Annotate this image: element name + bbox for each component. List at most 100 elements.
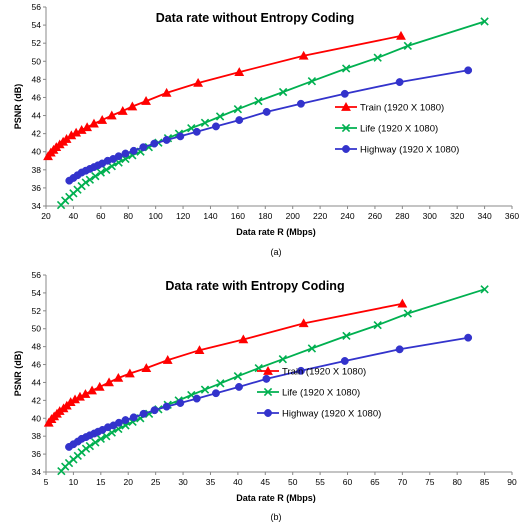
- data-point-x: [278, 355, 288, 364]
- x-tick-label: 80: [124, 211, 134, 221]
- x-tick-label: 75: [425, 477, 435, 487]
- data-point-circle: [129, 146, 138, 155]
- x-tick-label: 5: [44, 477, 49, 487]
- x-tick-label: 160: [231, 211, 245, 221]
- data-point-circle: [395, 345, 404, 354]
- x-tick-label: 85: [480, 477, 490, 487]
- x-tick-label: 100: [149, 211, 163, 221]
- data-point-x-stroke: [91, 171, 100, 181]
- data-point-triangle: [298, 318, 309, 328]
- data-point-triangle: [127, 101, 138, 111]
- data-point-x: [91, 438, 100, 447]
- series-triangle: [43, 298, 408, 427]
- y-tick-label: 42: [32, 129, 42, 139]
- data-point-triangle: [141, 96, 151, 105]
- data-point-x: [307, 344, 317, 353]
- data-point-circle: [162, 402, 171, 411]
- data-point-x-stroke: [254, 96, 263, 106]
- data-point-triangle: [193, 77, 204, 87]
- x-tick-label: 50: [288, 477, 298, 487]
- y-tick-label: 40: [32, 413, 42, 423]
- data-point-x-stroke: [307, 77, 317, 86]
- data-point-x: [200, 118, 210, 127]
- y-tick-label: 46: [32, 92, 42, 102]
- data-point-circle: [340, 89, 349, 98]
- x-tick-label: 70: [398, 477, 408, 487]
- data-point-circle: [464, 66, 473, 75]
- x-axis-title: Data rate R (Mbps): [236, 227, 316, 237]
- data-point-circle: [262, 107, 271, 116]
- panel-label: (a): [271, 247, 282, 257]
- data-point-circle: [212, 389, 220, 398]
- chart-title: Data rate without Entropy Coding: [156, 11, 355, 25]
- data-point-x-stroke: [91, 438, 100, 447]
- data-point-x-stroke: [215, 112, 225, 121]
- x-tick-label: 40: [69, 211, 79, 221]
- data-point-x: [215, 112, 225, 121]
- data-point-x-stroke: [480, 285, 489, 294]
- x-tick-label: 25: [151, 477, 161, 487]
- data-point-x-stroke: [85, 175, 95, 184]
- data-point-x-stroke: [263, 387, 273, 397]
- x-tick-label: 140: [203, 211, 217, 221]
- data-point-triangle: [238, 334, 249, 344]
- data-point-x-stroke: [107, 162, 116, 171]
- x-tick-label: 220: [313, 211, 327, 221]
- data-point-x-stroke: [200, 385, 210, 394]
- x-tick-label: 20: [41, 211, 51, 221]
- x-tick-label: 60: [96, 211, 106, 221]
- data-point-x: [278, 87, 288, 97]
- data-point-triangle: [162, 355, 173, 364]
- data-point-circle: [150, 406, 159, 415]
- data-point-x: [403, 41, 413, 51]
- legend-label: Highway (1920 X 1080): [360, 145, 459, 156]
- data-point-x-stroke: [200, 118, 210, 127]
- series-circle: [65, 66, 473, 185]
- x-tick-label: 120: [176, 211, 190, 221]
- data-point-x: [254, 96, 263, 106]
- data-point-triangle: [104, 377, 114, 387]
- x-tick-label: 240: [340, 211, 354, 221]
- x-tick-label: 90: [507, 477, 517, 487]
- x-tick-label: 35: [206, 477, 216, 487]
- data-point-x-stroke: [187, 390, 196, 400]
- x-tick-label: 320: [450, 211, 464, 221]
- data-point-triangle: [263, 365, 273, 375]
- data-point-x-stroke: [96, 168, 105, 177]
- y-tick-label: 56: [32, 2, 42, 12]
- legend: Train (1920 X 1080) Life (1920 X 1080) Hig…: [257, 365, 381, 420]
- data-point-circle: [176, 399, 185, 407]
- data-point-circle: [121, 416, 130, 425]
- data-point-x-stroke: [81, 178, 90, 187]
- data-point-circle: [296, 99, 305, 108]
- data-point-x-stroke: [373, 320, 382, 330]
- data-point-triangle: [194, 345, 205, 355]
- data-point-x-stroke: [341, 123, 351, 133]
- data-point-x: [96, 168, 105, 177]
- y-tick-label: 38: [32, 431, 42, 441]
- data-point-circle: [296, 366, 305, 375]
- y-tick-label: 54: [32, 288, 42, 298]
- series-circle: [65, 333, 473, 451]
- x-tick-label: 260: [368, 211, 382, 221]
- y-tick-label: 42: [32, 395, 42, 405]
- data-point-triangle: [161, 87, 172, 97]
- y-tick-label: 54: [32, 20, 42, 30]
- data-point-x: [81, 178, 90, 187]
- data-point-x-stroke: [216, 379, 225, 388]
- legend-label: Life (1920 X 1080): [360, 124, 438, 135]
- data-point-x: [480, 17, 489, 26]
- data-point-x: [263, 387, 273, 397]
- y-tick-label: 56: [32, 270, 42, 280]
- data-point-circle: [264, 409, 272, 417]
- legend-label: Train (1920 X 1080): [360, 103, 444, 114]
- x-tick-label: 45: [261, 477, 271, 487]
- x-axis-title: Data rate R (Mbps): [236, 493, 316, 503]
- data-point-x-stroke: [96, 434, 105, 444]
- y-tick-label: 52: [32, 38, 42, 48]
- data-point-x: [233, 105, 243, 114]
- data-point-triangle: [117, 106, 128, 115]
- y-tick-label: 44: [32, 377, 42, 387]
- data-point-circle: [212, 122, 220, 131]
- series-triangle: [43, 30, 406, 161]
